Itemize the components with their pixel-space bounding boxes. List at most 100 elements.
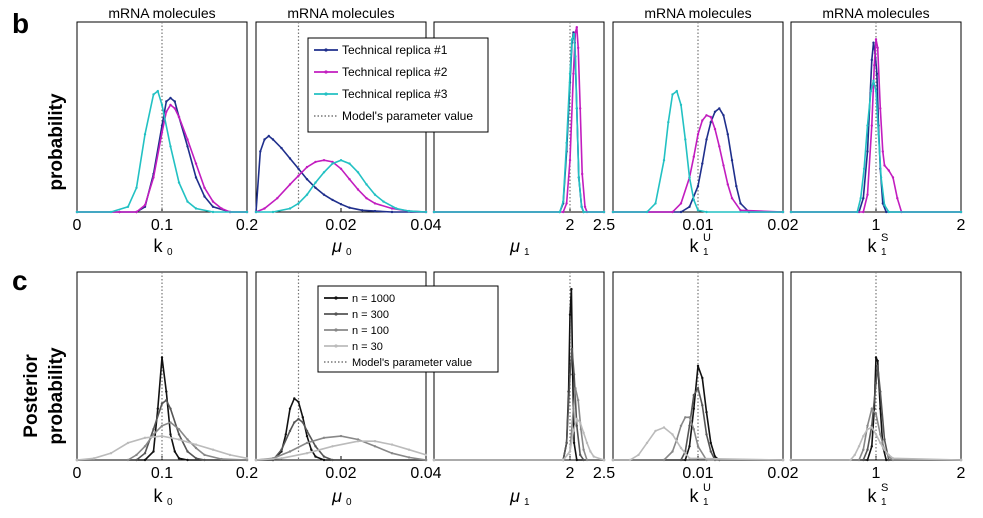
- legend-entry: n = 30: [352, 341, 383, 353]
- data-point: [395, 207, 398, 210]
- data-point: [891, 457, 895, 460]
- data-point: [877, 133, 880, 136]
- x-label-sub: 0: [346, 247, 352, 258]
- data-point: [143, 445, 147, 448]
- x-tick-label: 0.04: [410, 217, 441, 234]
- data-point: [143, 458, 147, 462]
- data-point: [126, 458, 130, 462]
- legend-box: [317, 285, 499, 373]
- ylabel-b-line2: probability: [46, 93, 67, 191]
- data-point: [735, 184, 738, 188]
- legend-entry: n = 1000: [352, 293, 395, 305]
- data-point: [568, 313, 572, 316]
- data-point: [373, 209, 377, 213]
- data-point: [959, 210, 963, 214]
- data-point: [582, 448, 585, 451]
- x-tick-label: 0.02: [325, 217, 356, 234]
- data-point: [339, 434, 343, 438]
- data-point: [896, 197, 899, 200]
- data-point: [671, 450, 674, 453]
- data-point: [288, 450, 292, 453]
- x-tick-label: 0.02: [767, 217, 798, 234]
- data-point: [186, 458, 189, 462]
- data-point: [582, 210, 585, 214]
- data-point: [301, 421, 304, 424]
- data-point: [684, 416, 687, 419]
- data-point: [297, 417, 300, 421]
- legend-entry: Model's parameter value: [352, 357, 472, 369]
- data-point: [718, 107, 721, 110]
- data-point: [194, 176, 198, 179]
- series-line: [613, 89, 783, 213]
- data-point: [574, 55, 577, 58]
- data-point: [339, 159, 343, 162]
- data-point: [883, 164, 886, 167]
- data-point: [322, 159, 326, 162]
- x-tick-label: 0.04: [410, 465, 441, 482]
- data-point: [245, 210, 249, 214]
- data-point: [572, 373, 576, 376]
- data-point: [570, 287, 573, 291]
- data-point: [879, 433, 882, 436]
- data-point: [671, 210, 674, 214]
- data-point: [696, 364, 700, 368]
- data-point: [169, 433, 172, 436]
- x-label-sup: S: [881, 232, 888, 244]
- data-point: [679, 458, 683, 462]
- data-point: [705, 138, 708, 141]
- data-point: [356, 188, 360, 191]
- data-point: [570, 347, 574, 351]
- data-point: [887, 169, 890, 172]
- data-point: [126, 441, 130, 445]
- data-point: [152, 176, 155, 179]
- data-point: [220, 457, 223, 461]
- data-point: [348, 162, 351, 165]
- x-label-sub: 1: [524, 247, 530, 258]
- x-label: k: [154, 486, 164, 506]
- x-label-sup: U: [703, 482, 711, 494]
- data-point: [701, 376, 704, 380]
- data-point: [211, 205, 215, 208]
- data-point: [211, 448, 215, 451]
- data-point: [390, 210, 394, 214]
- x-tick-label: 2: [566, 465, 575, 482]
- data-point: [679, 103, 683, 107]
- data-point: [565, 141, 568, 145]
- data-point: [692, 155, 695, 158]
- data-point: [562, 200, 565, 203]
- data-point: [726, 133, 729, 136]
- x-label-sub: 1: [703, 497, 709, 508]
- data-point: [575, 424, 578, 427]
- data-point: [165, 100, 168, 103]
- data-point: [361, 209, 364, 212]
- data-point: [373, 440, 377, 443]
- data-point: [143, 436, 147, 439]
- data-point: [348, 178, 351, 181]
- x-tick-label: 0.1: [151, 217, 173, 234]
- data-point: [705, 114, 708, 117]
- data-point: [322, 193, 326, 196]
- panel-b-letter: b: [12, 8, 29, 39]
- data-point: [322, 458, 326, 462]
- data-point: [688, 445, 691, 448]
- data-point: [424, 210, 428, 214]
- data-point: [684, 458, 687, 462]
- data-point: [730, 159, 734, 162]
- data-point: [331, 162, 334, 165]
- data-point: [177, 457, 181, 460]
- data-point: [589, 450, 592, 453]
- data-point: [789, 210, 793, 214]
- data-point: [424, 458, 428, 462]
- data-point: [870, 426, 873, 429]
- data-point: [574, 31, 577, 34]
- data-point: [348, 206, 351, 209]
- data-point: [305, 434, 309, 438]
- data-point: [365, 183, 368, 186]
- x-label: k: [868, 486, 878, 506]
- panel-c-letter: c: [12, 265, 28, 296]
- data-point: [859, 197, 862, 200]
- data-point: [585, 441, 589, 445]
- series-line: [613, 114, 784, 213]
- data-point: [684, 138, 687, 141]
